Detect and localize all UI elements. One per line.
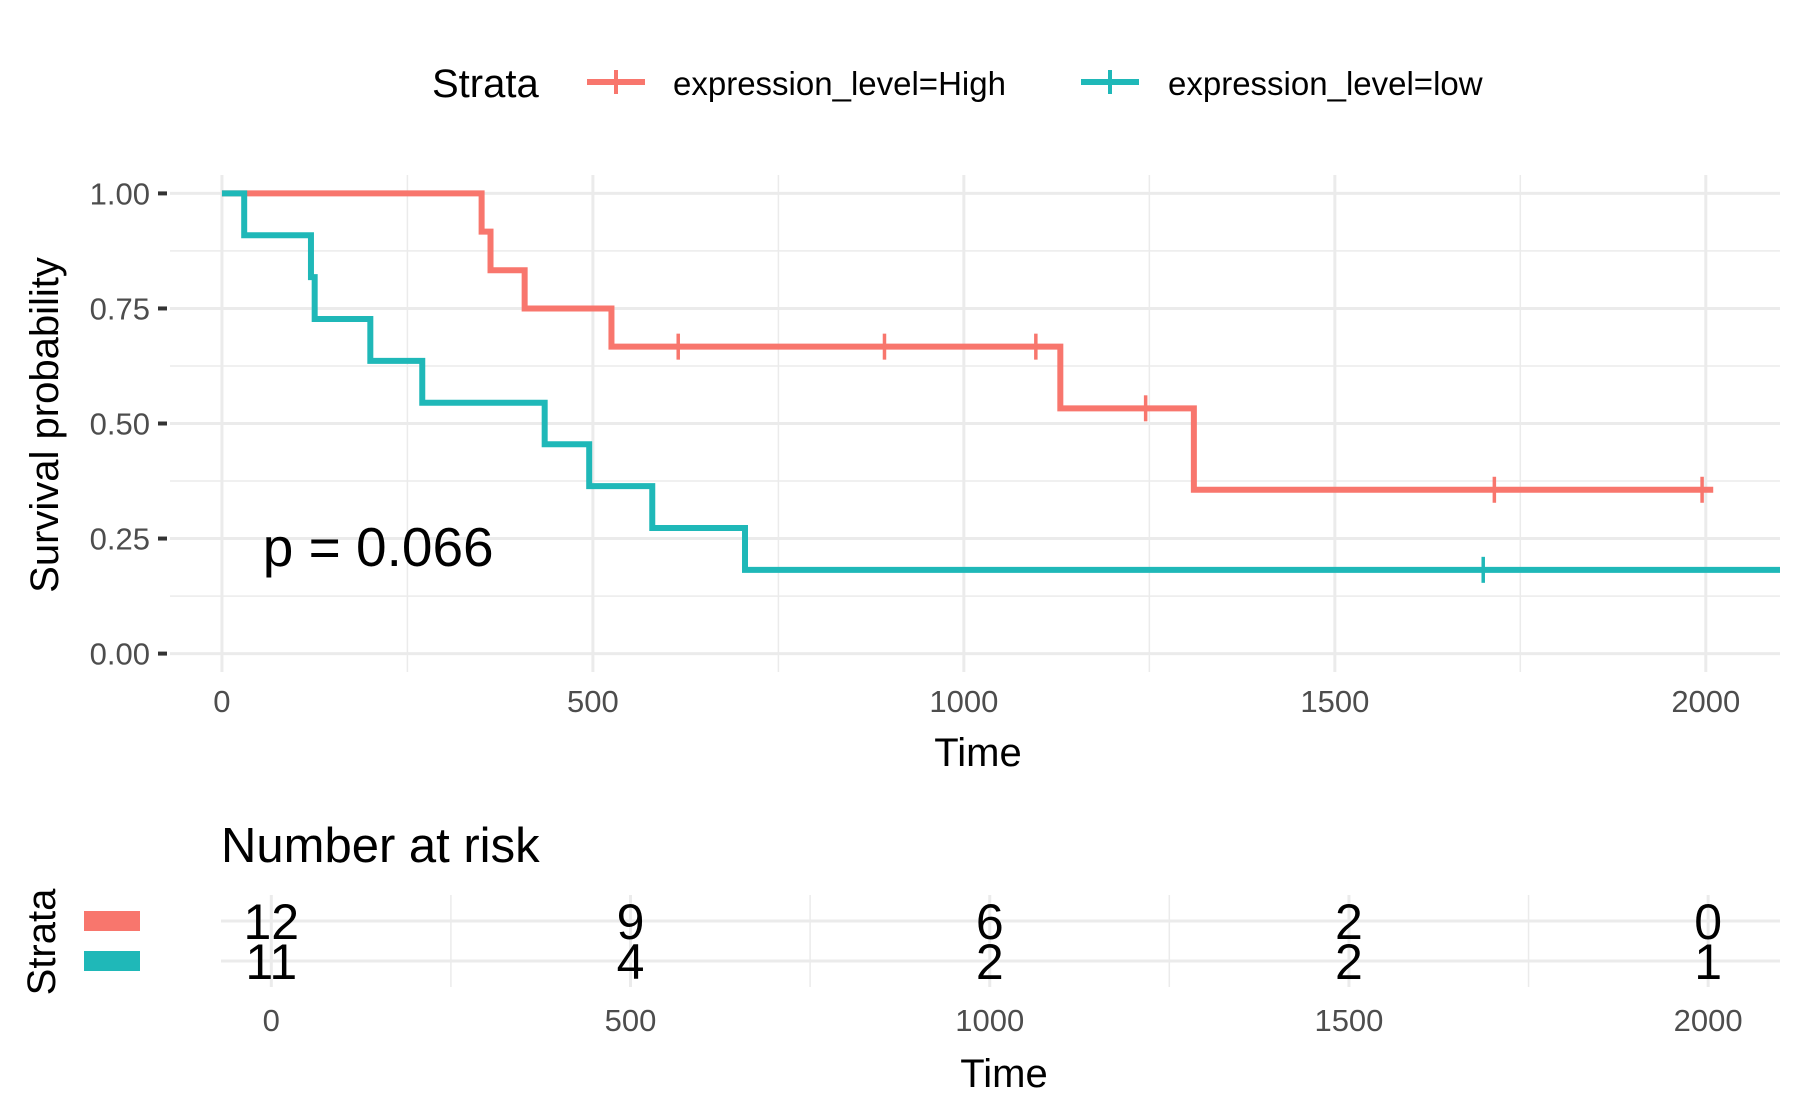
p-value-annotation: p = 0.066 bbox=[263, 516, 494, 578]
risk-cell-high: 9 bbox=[617, 894, 645, 950]
risk-table-axis-ticks: 0 500 1000 1500 2000 bbox=[263, 1003, 1743, 1038]
risk-cell-high: 12 bbox=[243, 894, 299, 950]
risk-table: Number at risk 12 9 6 2 011 4 2 2 1 0 500 1000 1500… bbox=[20, 819, 1780, 1096]
legend-label-high: expression_level=High bbox=[673, 65, 1006, 102]
survival-plot-grid bbox=[170, 175, 1780, 672]
risk-cell-high: 6 bbox=[976, 894, 1004, 950]
survival-y-tick-label: 0.50 bbox=[90, 407, 150, 442]
survival-y-tick-label: 0.25 bbox=[90, 522, 150, 557]
risk-cell-low: 2 bbox=[976, 934, 1004, 990]
legend-title: Strata bbox=[432, 62, 539, 106]
survival-x-tick-label: 1500 bbox=[1300, 684, 1369, 719]
risk-x-tick-label: 2000 bbox=[1674, 1003, 1743, 1038]
strata-key-high bbox=[84, 911, 140, 931]
legend: Strata expression_level=High expression_… bbox=[432, 62, 1483, 106]
risk-x-tick-label: 0 bbox=[263, 1003, 280, 1038]
survival-y-tick-label: 0.75 bbox=[90, 291, 150, 326]
survival-x-tick-label: 0 bbox=[213, 684, 230, 719]
risk-table-y-axis-title: Strata bbox=[20, 888, 64, 995]
risk-cell-high: 2 bbox=[1335, 894, 1363, 950]
legend-item-high: expression_level=High bbox=[587, 65, 1006, 102]
risk-cell-low: 4 bbox=[617, 934, 645, 990]
risk-cell-high: 0 bbox=[1694, 894, 1722, 950]
risk-cell-low: 2 bbox=[1335, 934, 1363, 990]
survival-x-tick-label: 500 bbox=[567, 684, 619, 719]
risk-table-title: Number at risk bbox=[221, 819, 540, 873]
strata-key-low bbox=[84, 951, 140, 971]
risk-x-tick-label: 500 bbox=[605, 1003, 657, 1038]
survival-y-tick-label: 1.00 bbox=[90, 176, 150, 211]
legend-label-low: expression_level=low bbox=[1168, 65, 1483, 102]
survival-y-tick-label: 0.00 bbox=[90, 637, 150, 672]
risk-table-cells: 12 9 6 2 011 4 2 2 1 bbox=[243, 894, 1722, 990]
survival-curves bbox=[221, 190, 1780, 573]
survival-curve-low bbox=[221, 190, 1780, 573]
risk-x-tick-label: 1500 bbox=[1314, 1003, 1383, 1038]
risk-table-grid bbox=[221, 895, 1780, 987]
survival-x-axis-title: Time bbox=[934, 731, 1021, 775]
risk-table-x-axis-title: Time bbox=[960, 1052, 1047, 1096]
risk-cell-low: 11 bbox=[245, 934, 297, 990]
risk-cell-low: 1 bbox=[1694, 934, 1722, 990]
survival-x-tick-label: 2000 bbox=[1671, 684, 1740, 719]
censor-marks bbox=[676, 333, 1704, 583]
survival-curve-high bbox=[221, 190, 1714, 493]
legend-item-low: expression_level=low bbox=[1081, 65, 1483, 102]
risk-table-strata-keys bbox=[84, 911, 140, 971]
risk-x-tick-label: 1000 bbox=[955, 1003, 1024, 1038]
survival-axis-ticks: 0.00 0.25 0.50 0.75 1.00 0 500 1000 1500 2000 bbox=[90, 176, 1741, 719]
survival-y-axis-title: Survival probability bbox=[23, 257, 67, 593]
survival-plot: 0.00 0.25 0.50 0.75 1.00 0 500 1000 1500 2000 p =… bbox=[23, 175, 1780, 775]
survival-x-tick-label: 1000 bbox=[929, 684, 998, 719]
